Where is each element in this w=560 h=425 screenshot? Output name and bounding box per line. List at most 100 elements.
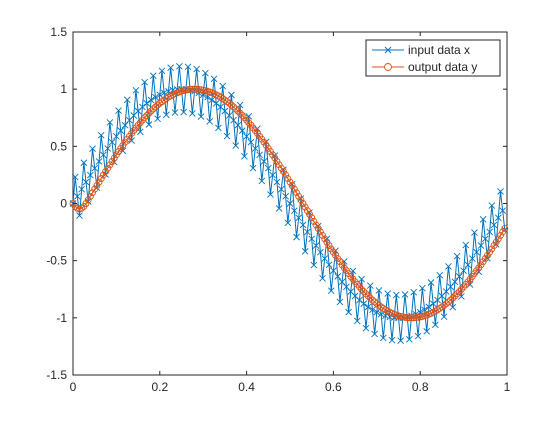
- input-point-marker: [143, 99, 151, 107]
- output-point-marker: [362, 290, 370, 298]
- input-point-marker: [275, 205, 283, 212]
- input-point-marker: [145, 121, 153, 128]
- output-point-marker: [86, 192, 94, 200]
- output-point-marker: [78, 204, 86, 212]
- output-point-marker: [227, 101, 235, 109]
- output-point-marker: [408, 314, 415, 322]
- input-point-marker: [479, 216, 487, 223]
- output-point-marker: [149, 105, 157, 113]
- input-point-marker: [223, 132, 231, 140]
- x-tick-label: 0: [70, 380, 77, 394]
- output-point-marker: [104, 164, 112, 172]
- input-point-marker: [91, 164, 99, 172]
- output-point-marker: [280, 168, 287, 176]
- output-point-marker: [444, 298, 452, 306]
- input-point-marker: [497, 188, 504, 195]
- input-point-marker: [460, 267, 467, 275]
- output-point-marker: [440, 301, 448, 309]
- y-tick-label: 0: [60, 197, 67, 211]
- input-point-marker: [230, 116, 237, 124]
- output-point-marker: [308, 214, 316, 222]
- series-input-data-x: [69, 63, 509, 344]
- output-point-marker: [284, 175, 292, 183]
- input-point-marker: [128, 137, 135, 144]
- input-point-marker: [115, 107, 122, 114]
- x-tick-label: 0.2: [151, 380, 168, 394]
- input-point-marker: [425, 303, 433, 311]
- output-point-marker: [152, 103, 159, 111]
- input-point-marker: [141, 78, 148, 86]
- output-point-marker: [403, 314, 411, 322]
- y-tick-label: -0.5: [46, 254, 67, 268]
- input-point-marker: [208, 96, 216, 104]
- input-point-marker: [184, 63, 192, 71]
- input-point-marker: [481, 235, 489, 243]
- output-point-marker: [156, 99, 164, 107]
- input-point-marker: [212, 99, 220, 107]
- output-point-marker: [230, 103, 238, 111]
- input-point-marker: [245, 113, 253, 120]
- legend-x-marker: [384, 46, 392, 54]
- input-point-marker: [219, 82, 227, 90]
- input-point-marker: [310, 261, 318, 269]
- series-input-line: [72, 66, 506, 341]
- input-point-marker: [71, 173, 79, 181]
- input-point-marker: [76, 212, 83, 219]
- input-point-marker: [106, 119, 114, 126]
- output-point-marker: [366, 294, 374, 302]
- input-point-marker: [325, 261, 333, 269]
- output-point-marker: [97, 175, 105, 183]
- input-point-marker: [158, 67, 166, 75]
- output-point-marker: [303, 207, 311, 215]
- output-point-marker: [273, 157, 281, 165]
- input-point-marker: [256, 151, 263, 159]
- output-point-marker: [236, 109, 244, 117]
- input-point-marker: [295, 214, 302, 222]
- output-point-marker: [373, 300, 381, 308]
- output-point-marker: [447, 296, 455, 304]
- output-point-marker: [301, 203, 309, 211]
- input-point-marker: [360, 300, 368, 308]
- input-point-marker: [490, 221, 498, 229]
- input-point-marker: [401, 291, 409, 298]
- input-point-marker: [406, 335, 413, 343]
- input-point-marker: [321, 255, 329, 262]
- x-tick-label: 0.8: [412, 380, 429, 394]
- input-point-marker: [486, 228, 493, 236]
- output-point-marker: [225, 99, 233, 107]
- input-point-marker: [243, 132, 250, 140]
- legend-label-input: input data x: [408, 43, 470, 57]
- output-point-marker: [186, 85, 194, 93]
- input-point-marker: [369, 306, 376, 314]
- output-point-marker: [316, 228, 324, 236]
- input-point-marker: [358, 275, 365, 283]
- output-point-marker: [405, 314, 413, 322]
- output-point-marker: [221, 96, 229, 104]
- input-point-marker: [104, 145, 112, 152]
- input-point-marker: [162, 111, 170, 119]
- input-point-marker: [432, 321, 439, 329]
- input-point-marker: [336, 298, 344, 306]
- output-point-marker: [286, 178, 294, 186]
- input-point-marker: [273, 178, 281, 186]
- input-point-marker: [440, 313, 448, 321]
- input-point-marker: [284, 219, 292, 227]
- input-point-marker: [436, 271, 444, 279]
- input-point-marker: [366, 282, 374, 289]
- output-point-marker: [501, 224, 509, 232]
- output-point-marker: [147, 107, 155, 115]
- input-point-marker: [249, 164, 257, 172]
- output-point-marker: [299, 200, 307, 207]
- input-point-marker: [123, 96, 131, 104]
- input-point-marker: [152, 93, 159, 101]
- input-point-marker: [379, 334, 387, 342]
- input-point-marker: [364, 303, 372, 311]
- output-point-marker: [145, 109, 153, 117]
- output-point-marker: [358, 285, 366, 293]
- input-point-marker: [455, 273, 463, 280]
- input-point-marker: [356, 296, 363, 304]
- input-point-marker: [228, 91, 235, 99]
- output-point-marker: [449, 294, 457, 302]
- output-point-marker: [282, 171, 290, 179]
- input-point-marker: [167, 64, 174, 72]
